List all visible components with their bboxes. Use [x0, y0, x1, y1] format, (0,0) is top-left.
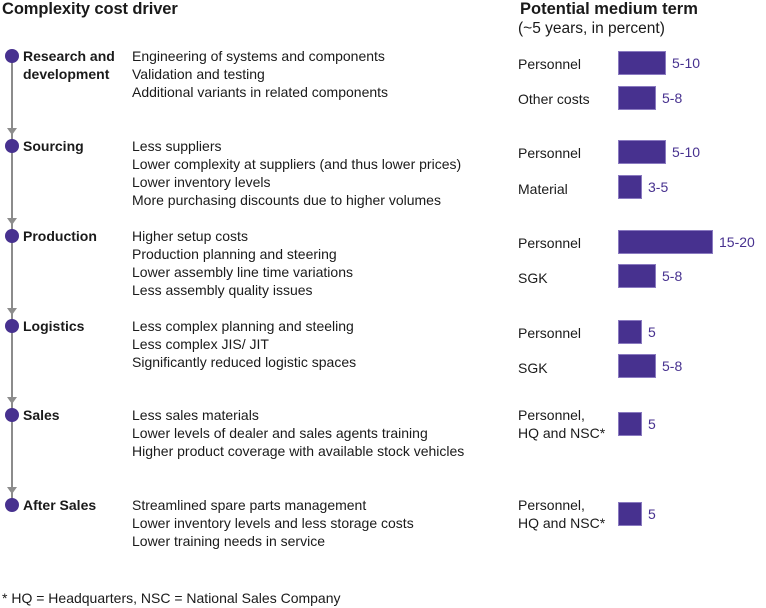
stage-items: Less complex planning and steeling Less c… — [132, 317, 356, 371]
stage-item: Significantly reduced logistic spaces — [132, 354, 357, 370]
stage-items: Higher setup costs Production planning an… — [132, 227, 353, 299]
stage-item: Streamlined spare parts management — [132, 497, 367, 513]
stage-name-line: Logistics — [23, 318, 85, 334]
stage-dot-icon — [5, 229, 19, 243]
stage-item: Lower assembly line time variations — [132, 264, 353, 280]
stage-name-line: Sourcing — [23, 138, 84, 154]
bar-category-label: Personnel, HQ and NSC* — [518, 406, 605, 442]
bar-category-label-line: SGK — [518, 360, 548, 376]
bar-category-label-line: HQ and NSC* — [518, 515, 606, 531]
bar — [618, 502, 642, 526]
stage-name: Sales — [23, 406, 60, 424]
bar-value-label: 3-5 — [648, 179, 669, 195]
bar — [618, 320, 642, 344]
bar — [618, 140, 666, 164]
stage-name: Research and development — [23, 47, 115, 83]
right-column-subtitle: (~5 years, in percent) — [518, 20, 665, 37]
right-column-title: Potential medium term — [520, 0, 698, 18]
stage-item: Less complex planning and steeling — [132, 318, 354, 334]
stage-item: Higher setup costs — [132, 228, 248, 244]
bar-category-label-line: SGK — [518, 270, 548, 286]
bar-category-label-line: Personnel, — [518, 497, 585, 513]
stage-name-line: After Sales — [23, 497, 97, 513]
timeline-line — [11, 54, 13, 503]
bar-category-label-line: HQ and NSC* — [518, 425, 606, 441]
bar-value-label: 5 — [648, 324, 656, 340]
bar-value-label: 5-10 — [672, 55, 701, 71]
stage-dot-icon — [5, 319, 19, 333]
stage-item: More purchasing discounts due to higher … — [132, 192, 441, 208]
bar — [618, 86, 656, 110]
arrow-down-icon — [7, 308, 17, 315]
arrow-down-icon — [7, 397, 17, 404]
stage-name: Production — [23, 227, 97, 245]
bar-category-label-line: Personnel — [518, 325, 582, 341]
stage-name: Sourcing — [23, 137, 84, 155]
bar-value-label: 5 — [648, 416, 656, 432]
arrow-down-icon — [7, 128, 17, 135]
stage-item: Less suppliers — [132, 138, 222, 154]
bar-category-label-line: Other costs — [518, 91, 590, 107]
stage-item: Less complex JIS/ JIT — [132, 336, 269, 352]
bar-category-label: Personnel — [518, 234, 581, 252]
stage-item: Lower levels of dealer and sales agents … — [132, 425, 428, 441]
stage-items: Streamlined spare parts management Lower … — [132, 496, 414, 550]
bar-category-label: Personnel — [518, 144, 581, 162]
stage-name-line: Sales — [23, 407, 60, 423]
stage-item: Lower complexity at suppliers (and thus … — [132, 156, 462, 172]
stage-dot-icon — [5, 498, 19, 512]
bar-category-label-line: Personnel — [518, 145, 582, 161]
stage-item: Lower training needs in service — [132, 533, 325, 549]
stage-item: Engineering of systems and components — [132, 48, 385, 64]
bar-value-label: 5-8 — [662, 268, 683, 284]
stage-dot-icon — [5, 139, 19, 153]
bar — [618, 412, 642, 436]
stage-items: Less sales materials Lower levels of deal… — [132, 406, 464, 460]
left-column-title: Complexity cost driver — [2, 0, 178, 18]
bar — [618, 354, 656, 378]
stage-name-line: Production — [23, 228, 97, 244]
bar-category-label-line: Personnel — [518, 56, 582, 72]
stage-item: Additional variants in related component… — [132, 84, 389, 100]
stage-item: Less sales materials — [132, 407, 259, 423]
bar-category-label: Personnel — [518, 55, 581, 73]
arrow-down-icon — [7, 487, 17, 494]
stage-name: After Sales — [23, 496, 96, 514]
stage-item: Lower inventory levels and less storage … — [132, 515, 414, 531]
bar-category-label-line: Personnel — [518, 235, 582, 251]
stage-name-line: Research and — [23, 48, 115, 64]
bar-value-label: 5-10 — [672, 144, 701, 160]
stage-item: Less assembly quality issues — [132, 282, 313, 298]
stage-name: Logistics — [23, 317, 84, 335]
bar — [618, 230, 713, 254]
bar-category-label-line: Personnel, — [518, 407, 585, 423]
bar-category-label: Other costs — [518, 90, 590, 108]
footnote: * HQ = Headquarters, NSC = National Sale… — [2, 590, 341, 606]
stage-dot-icon — [5, 49, 19, 63]
bar — [618, 175, 642, 199]
bar — [618, 264, 656, 288]
bar — [618, 51, 666, 75]
bar-category-label: Personnel, HQ and NSC* — [518, 496, 605, 532]
bar-value-label: 15-20 — [719, 234, 755, 250]
stage-items: Engineering of systems and components Val… — [132, 47, 388, 101]
stage-item: Lower inventory levels — [132, 174, 271, 190]
stage-dot-icon — [5, 408, 19, 422]
arrow-down-icon — [7, 218, 17, 225]
bar-category-label: SGK — [518, 269, 548, 287]
bar-value-label: 5-8 — [662, 358, 683, 374]
stage-items: Less suppliers Lower complexity at suppli… — [132, 137, 461, 209]
bar-category-label: Personnel — [518, 324, 581, 342]
stage-item: Higher product coverage with available s… — [132, 443, 465, 459]
stage-item: Validation and testing — [132, 66, 265, 82]
bar-value-label: 5 — [648, 506, 656, 522]
stage-name-line: development — [23, 66, 110, 82]
bar-category-label-line: Material — [518, 181, 568, 197]
bar-category-label: Material — [518, 180, 568, 198]
bar-value-label: 5-8 — [662, 90, 683, 106]
bar-category-label: SGK — [518, 359, 548, 377]
stage-item: Production planning and steering — [132, 246, 337, 262]
